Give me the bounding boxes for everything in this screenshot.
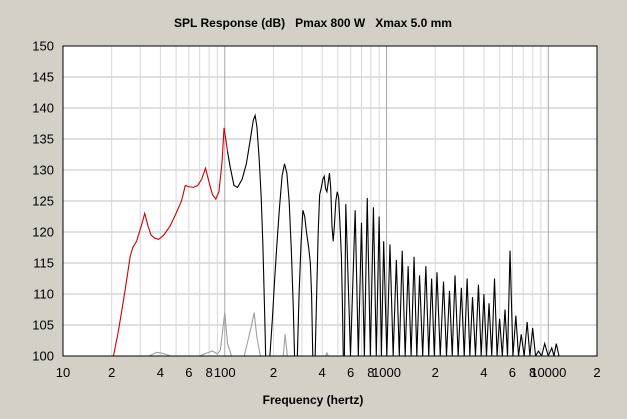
y-tick-label: 120: [32, 225, 54, 240]
x-tick-label: 2: [108, 365, 115, 380]
series-line-1: [112, 127, 229, 356]
x-tick-label: 4: [480, 365, 487, 380]
y-tick-label: 135: [32, 132, 54, 147]
y-tick-label: 145: [32, 70, 54, 85]
x-tick-label: 2: [432, 365, 439, 380]
y-tick-label: 150: [32, 39, 54, 54]
x-axis-title: Frequency (hertz): [263, 393, 364, 407]
grid-lines: [63, 46, 597, 356]
x-tick-label: 6: [185, 365, 192, 380]
y-tick-label: 125: [32, 194, 54, 209]
y-tick-label: 115: [33, 256, 54, 271]
x-tick-label: 1000: [372, 365, 401, 380]
y-tick-label: 130: [32, 163, 54, 178]
y-tick-labels: 100 105 110 115 120 125 130 135 140 145 150: [32, 39, 54, 364]
x-tick-label: 6: [347, 365, 354, 380]
y-tick-label: 105: [32, 318, 54, 333]
series-line-2: [226, 113, 344, 356]
x-tick-label: 2: [593, 365, 600, 380]
x-tick-label: 2: [270, 365, 277, 380]
x-tick-label: 4: [157, 365, 164, 380]
x-tick-label: 4: [319, 365, 326, 380]
plot-border: [62, 45, 598, 357]
series-line-dense-region: [343, 197, 560, 356]
x-tick-label: 8: [367, 365, 374, 380]
y-tick-label: 110: [33, 287, 54, 302]
x-tick-label: 8: [529, 365, 536, 380]
chart-title: SPL Response (dB) Pmax 800 W Xmax 5.0 mm: [174, 16, 452, 30]
x-tick-label: 8: [205, 365, 212, 380]
x-tick-label: 6: [509, 365, 516, 380]
x-tick-label: 10: [56, 365, 70, 380]
y-tick-label: 100: [32, 349, 54, 364]
x-tick-label: 10000: [530, 365, 566, 380]
y-tick-label: 140: [32, 101, 54, 116]
x-tick-label: 100: [214, 365, 236, 380]
